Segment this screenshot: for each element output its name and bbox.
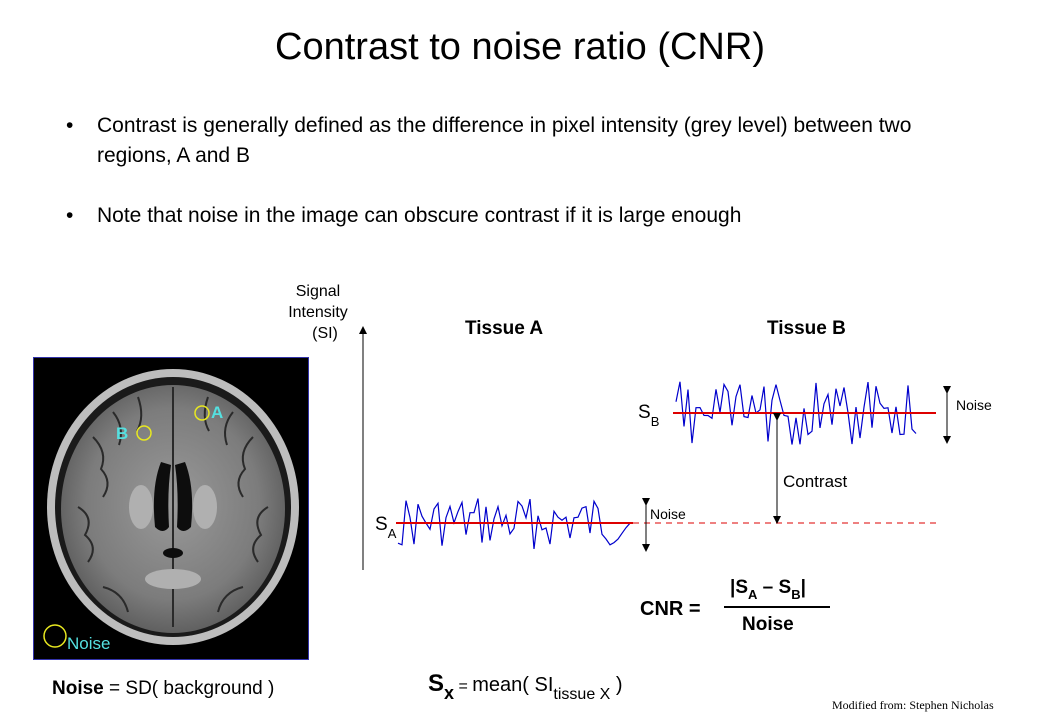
noise-def-rest: = SD( background ) <box>103 678 275 699</box>
deep-grey-matter <box>129 485 217 589</box>
mri-svg: A B Noise <box>33 357 309 660</box>
sb-label: SB <box>638 402 659 429</box>
cnr-num-open: |S <box>730 577 748 598</box>
cnr-num-mid: – S <box>757 577 792 598</box>
noise-definition: Noise = SD( background ) <box>52 678 274 700</box>
sx-sub-tissue: tissue X <box>553 686 611 703</box>
sa-label: SA <box>375 514 397 541</box>
roi-noise-circle <box>43 624 67 648</box>
mri-brain-image: A B Noise <box>33 357 309 660</box>
roi-noise-label: Noise <box>67 634 110 653</box>
sx-s: S <box>428 670 445 697</box>
sx-close: ) <box>610 674 623 696</box>
tissue-a-signal <box>397 498 631 549</box>
bullet-dot: • <box>66 114 74 137</box>
roi-a-circle <box>194 405 210 421</box>
noise-a-label: Noise <box>650 506 686 522</box>
cnr-num-sub-a: A <box>748 587 758 602</box>
bullet-2-text: Note that noise in the image can obscure… <box>97 204 742 227</box>
cnr-label: CNR = <box>640 598 701 620</box>
axis-label-line-3: (SI) <box>312 325 338 342</box>
credit-text: Modified from: Stephen Nicholas <box>832 698 994 712</box>
axis-label-line-1: Signal <box>295 283 341 300</box>
roi-b-circle <box>136 425 152 441</box>
sx-eq: = <box>454 678 473 695</box>
cnr-num-sub-b: B <box>791 587 801 602</box>
sx-definition: Sx = mean( SItissue X ) <box>428 670 623 704</box>
noise-def-bold: Noise <box>52 678 104 699</box>
ventricles <box>153 462 193 558</box>
bullet-1-text: Contrast is generally defined as the dif… <box>97 114 912 167</box>
tissue-b-signal <box>675 381 917 445</box>
sx-mean: mean( SI <box>472 674 554 696</box>
tissue-a-heading: Tissue A <box>465 318 544 339</box>
roi-b-label: B <box>116 424 128 443</box>
cnr-fraction-bar <box>724 606 830 608</box>
cnr-numerator: |SA – SB| <box>730 577 806 602</box>
sx-sub-x: x <box>444 683 455 703</box>
cnr-denominator: Noise <box>742 614 794 635</box>
axis-label-line-2: Intensity <box>288 304 348 321</box>
bullet-dot: • <box>66 204 74 227</box>
signal-intensity-label: Signal Intensity (SI) <box>278 281 358 344</box>
noise-b-label: Noise <box>956 397 992 413</box>
cnr-num-close: | <box>800 577 806 598</box>
tissue-b-heading: Tissue B <box>767 318 846 339</box>
page-title: Contrast to noise ratio (CNR) <box>275 26 765 68</box>
contrast-label: Contrast <box>783 472 848 491</box>
roi-a-label: A <box>211 403 223 422</box>
